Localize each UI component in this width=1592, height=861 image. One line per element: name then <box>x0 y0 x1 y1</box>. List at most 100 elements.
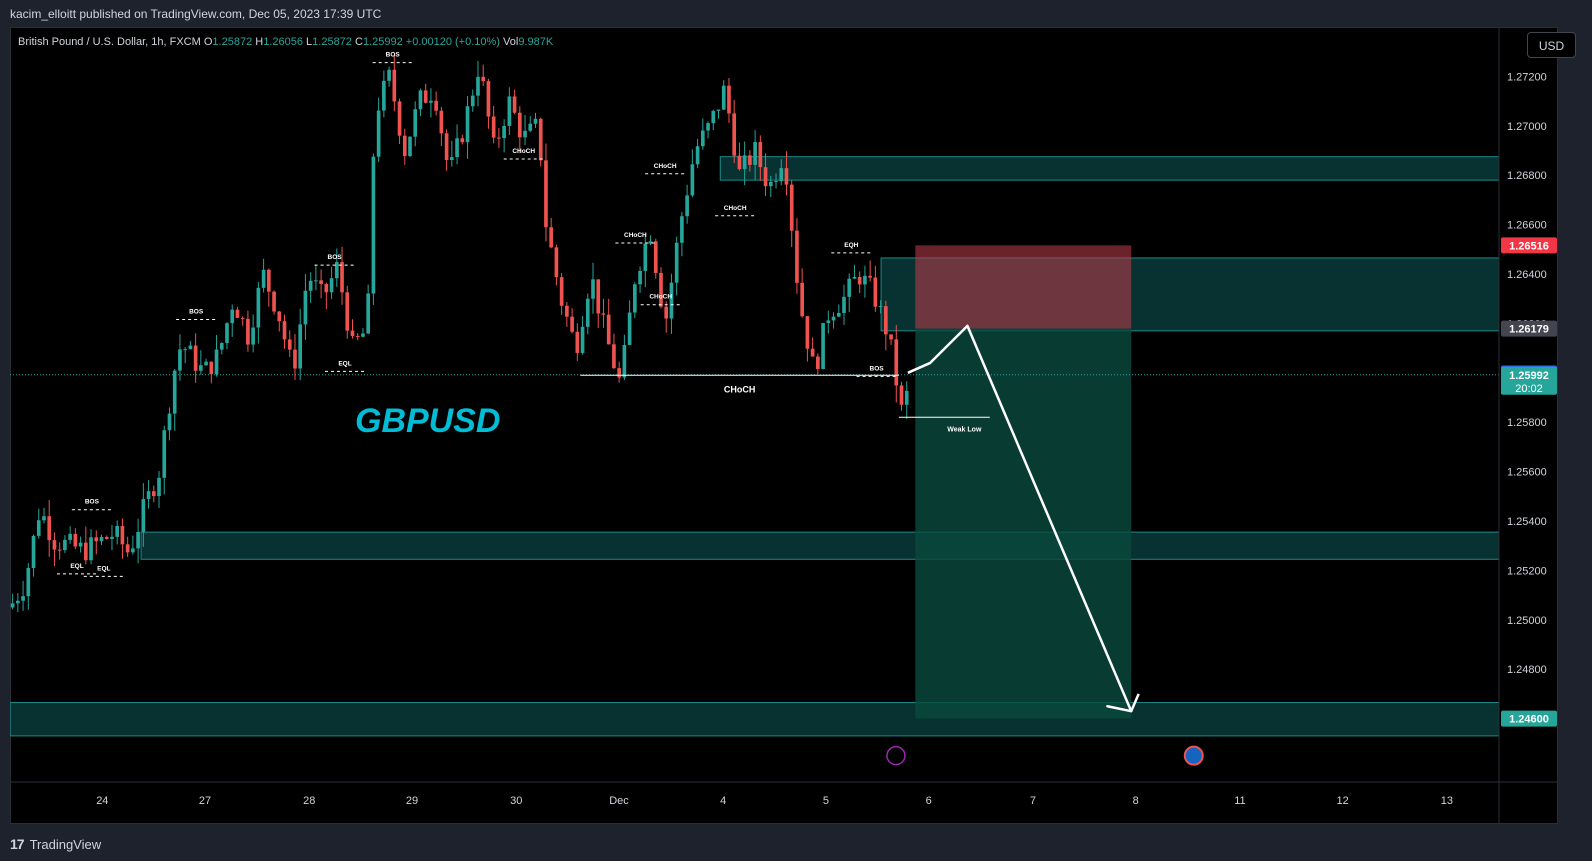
candle-body <box>669 282 674 319</box>
candle-body <box>465 106 470 143</box>
candle-body <box>444 133 449 161</box>
candle-body <box>16 600 20 604</box>
candle-body <box>225 323 229 344</box>
candle-body <box>287 339 292 350</box>
candle-body <box>533 118 538 124</box>
price-chart[interactable]: CHoCH Weak Low BOS EQL EQL BOS BOS EQL BOS CHoCH… <box>10 27 1558 824</box>
watermark: GBPUSD <box>355 402 500 440</box>
candle-body <box>308 280 313 291</box>
vol-value: 9.987K <box>518 36 554 48</box>
candle-body <box>204 361 208 366</box>
time-tick: 11 <box>1234 795 1245 807</box>
candle-body <box>711 110 716 124</box>
candle-body <box>768 181 773 187</box>
candle-body <box>115 526 120 537</box>
candle-body <box>795 230 799 283</box>
time-tick: 13 <box>1441 795 1453 807</box>
candle-body <box>413 109 418 137</box>
candle-body <box>800 282 804 317</box>
candle-body <box>831 316 836 321</box>
structure-labels-layer: BOS EQL EQL BOS BOS EQL BOS CHoCH CHoCH CHoCH CHoC… <box>57 52 897 577</box>
candle-body <box>256 287 261 328</box>
levels-layer: CHoCH Weak Low <box>10 374 1499 433</box>
price-tick: 1.26800 <box>1507 170 1547 182</box>
candle-body <box>188 345 193 350</box>
structure-label: BOS <box>870 365 885 372</box>
candle-body <box>716 109 721 111</box>
candle-body <box>748 155 752 165</box>
candle-body <box>418 90 423 110</box>
candle-body <box>706 123 710 131</box>
structure-label: CHoCH <box>724 205 747 212</box>
time-tick: 5 <box>823 795 829 807</box>
time-tick: Dec <box>609 795 629 807</box>
candle-body <box>575 331 580 353</box>
candle-body <box>784 168 789 185</box>
structure-label: CHoCH <box>624 232 647 239</box>
candle-body <box>57 549 62 551</box>
publish-header: kacim_elloitt published on TradingView.c… <box>10 7 382 21</box>
candle-body <box>648 241 653 244</box>
time-tick: 29 <box>406 795 418 807</box>
candle-body <box>272 291 276 312</box>
candle-body <box>528 123 533 131</box>
candle-body <box>402 135 407 157</box>
candle-body <box>549 227 554 248</box>
candle-body <box>842 296 846 313</box>
candle-body <box>659 272 663 307</box>
candle-body <box>89 537 93 561</box>
candle-body <box>617 368 621 378</box>
level-label: CHoCH <box>724 384 756 394</box>
countdown-label: 20:02 <box>1515 383 1543 395</box>
candle-body <box>78 542 83 547</box>
open-value: 1.25872 <box>212 36 253 48</box>
candle-body <box>486 81 491 117</box>
price-label <box>1501 710 1557 727</box>
candle-body <box>596 279 601 314</box>
time-tick: 6 <box>926 795 932 807</box>
candle-body <box>42 516 46 521</box>
candle-body <box>664 306 669 319</box>
candle-body <box>470 95 475 107</box>
candle-body <box>366 293 371 334</box>
candle-body <box>559 277 564 306</box>
candle-body <box>178 349 182 371</box>
candle-body <box>350 330 355 336</box>
candle-body <box>899 385 904 405</box>
candle-body <box>10 603 15 608</box>
candle-body <box>261 269 266 288</box>
price-tick: 1.26600 <box>1507 220 1547 232</box>
high-label: H <box>255 36 264 48</box>
candle-body <box>753 141 757 165</box>
vol-label: Vol <box>503 36 519 48</box>
price-label-text: 1.26179 <box>1509 324 1549 336</box>
level-label: Weak Low <box>947 426 982 433</box>
candle-body <box>319 280 323 284</box>
candle-body <box>570 316 574 332</box>
currency-button[interactable]: USD <box>1527 32 1576 58</box>
candle-body <box>21 596 25 601</box>
candle-body <box>68 533 72 540</box>
change-value: +0.00120 (+0.10%) <box>405 36 500 48</box>
footer-brand: TradingView <box>29 836 102 852</box>
candle-body <box>99 536 104 542</box>
price-tick: 1.25000 <box>1507 615 1547 627</box>
candle-body <box>873 277 878 307</box>
candle-body <box>727 85 731 114</box>
us-flag-icon <box>1183 745 1204 766</box>
candle-body <box>622 344 627 378</box>
candle-body <box>104 536 109 539</box>
candle-body <box>789 184 794 231</box>
zones-layer <box>10 156 1500 737</box>
axes-layer: 1.272001.270001.268001.266001.264001.262… <box>10 27 1558 824</box>
candle-body <box>314 280 318 282</box>
candle-body <box>737 155 742 170</box>
candle-body <box>700 130 705 147</box>
candle-body <box>643 243 648 271</box>
candle-body <box>334 262 339 279</box>
price-label-text: 1.26516 <box>1509 240 1549 252</box>
candle-body <box>361 333 365 337</box>
candle-body <box>779 168 784 182</box>
price-label-text: 1.25992 <box>1509 370 1549 382</box>
price-tick: 1.24800 <box>1507 664 1547 676</box>
